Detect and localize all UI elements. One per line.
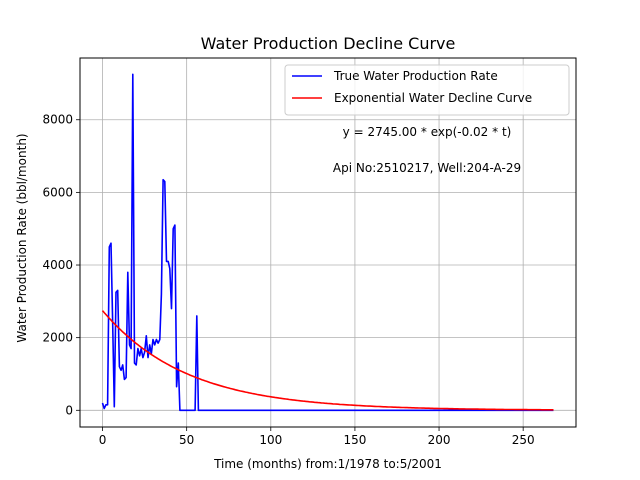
x-tick-label: 100 [259,433,282,447]
exponential-fit-line [101,310,554,411]
x-tick-label: 200 [428,433,451,447]
x-tick-label: 0 [99,433,107,447]
legend-label-true: True Water Production Rate [333,69,498,83]
y-tick-label: 6000 [42,185,73,199]
x-tick-label: 150 [343,433,366,447]
legend: True Water Production Rate Exponential W… [284,64,570,116]
y-tick-label: 8000 [42,113,73,127]
plot-frame [79,57,577,428]
y-tick-label: 0 [65,403,73,417]
chart-title: Water Production Decline Curve [201,34,456,53]
well-annotation: Api No:2510217, Well:204-A-29 [333,161,521,175]
legend-label-fit: Exponential Water Decline Curve [334,91,532,105]
x-tick-label: 250 [512,433,535,447]
true-production-line [101,73,554,412]
y-tick-label: 2000 [42,331,73,345]
legend-box [284,64,570,116]
y-axis-label: Water Production Rate (bbl/month) [15,133,29,342]
x-axis-label: Time (months) from:1/1978 to:5/2001 [213,457,442,471]
x-tick-label: 50 [179,433,194,447]
y-tick-label: 4000 [42,258,73,272]
plot-area: 0 50 100 150 200 250 0 2000 4000 6000 8000 [42,57,577,447]
equation-annotation: y = 2745.00 * exp(-0.02 * t) [343,125,512,139]
